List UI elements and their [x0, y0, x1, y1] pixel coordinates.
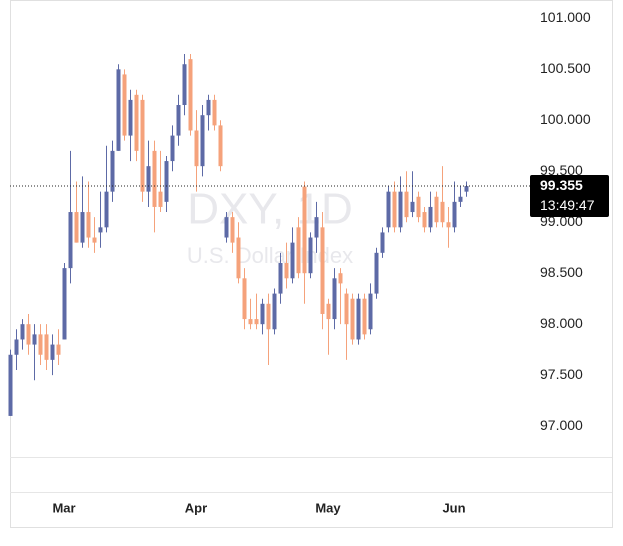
candle-body [464, 186, 469, 192]
candle-body [296, 227, 301, 274]
y-tick-label: 100.500 [540, 60, 591, 76]
x-tick-label: Mar [52, 500, 75, 515]
price-label-box [530, 175, 609, 218]
candle-body [254, 319, 259, 325]
candle-body [146, 166, 151, 192]
candle-body [380, 232, 385, 253]
candle-body [350, 298, 355, 340]
current-price-label: 99.355 [540, 177, 583, 193]
y-tick-label: 99.500 [540, 162, 583, 178]
candle-body [26, 324, 31, 345]
countdown-label: 13:49:47 [540, 197, 595, 213]
candle-body [116, 69, 121, 151]
x-tick-label: May [315, 500, 341, 515]
candle-body [374, 252, 379, 294]
y-tick-label: 97.000 [540, 417, 583, 433]
x-tick-label: Apr [185, 500, 207, 515]
candle-body [290, 242, 295, 279]
y-tick-label: 100.000 [540, 111, 591, 127]
candle-body [74, 212, 79, 243]
candle-body [398, 191, 403, 228]
candle-body [344, 293, 349, 325]
candle-body [314, 217, 319, 238]
candle-body [440, 201, 445, 223]
y-tick-label: 98.000 [540, 315, 583, 331]
candle-body [410, 201, 415, 213]
candle-body [422, 212, 427, 228]
candle-body [194, 130, 199, 167]
candle-body [56, 344, 61, 355]
watermark-subtitle: U.S. Dollar Index [187, 243, 353, 268]
candle-body [236, 237, 241, 279]
candle-body [206, 99, 211, 116]
candle-body [302, 186, 307, 274]
candle-body [128, 99, 133, 136]
candle-body [62, 268, 67, 340]
y-tick-label: 97.500 [540, 366, 583, 382]
candle-body [368, 293, 373, 330]
y-tick-label: 98.500 [540, 264, 583, 280]
candle-body [446, 222, 451, 228]
candle-body [224, 217, 229, 238]
candle-body [86, 212, 91, 238]
candle-body [8, 354, 13, 416]
candle-body [200, 115, 205, 167]
candle-body [152, 150, 157, 207]
candle-body [38, 334, 43, 355]
candle-body [278, 263, 283, 294]
candle-body [404, 191, 409, 218]
candle-body [14, 339, 19, 355]
candle-body [230, 217, 235, 243]
candle-body [356, 298, 361, 340]
candle-body [212, 99, 217, 126]
candle-body [182, 64, 187, 106]
candle-body [242, 278, 247, 320]
candle-body [272, 293, 277, 330]
candle-body [122, 74, 127, 136]
candle-body [416, 196, 421, 218]
candle-body [188, 59, 193, 131]
candle-body [98, 227, 103, 233]
candle-body [452, 201, 457, 228]
candle-body [434, 196, 439, 223]
candle-body [386, 191, 391, 228]
y-tick-label: 101.000 [540, 9, 591, 25]
watermark-title: DXY, 1D [187, 185, 353, 234]
x-tick-label: Jun [442, 500, 465, 515]
candle-body [362, 298, 367, 335]
candle-body [164, 161, 169, 202]
candle-body [308, 237, 313, 274]
candle-body [20, 324, 25, 340]
candle-body [176, 105, 181, 136]
candle-body [92, 237, 97, 243]
candle-body [218, 125, 223, 167]
candle-body [158, 191, 163, 207]
candle-body [44, 334, 49, 360]
candle-body [326, 303, 331, 320]
candle-body [248, 319, 253, 325]
candle-body [338, 273, 343, 284]
candle-body [140, 99, 145, 192]
candle-body [284, 263, 289, 279]
candle-body [170, 135, 175, 162]
candle-body [320, 227, 325, 314]
candle-body [80, 212, 85, 243]
candle-body [428, 206, 433, 228]
candle-body [392, 191, 397, 228]
candle-body [104, 191, 109, 228]
candle-body [266, 303, 271, 330]
candle-body [32, 334, 37, 345]
candle-body [110, 150, 115, 192]
candle-body [50, 344, 55, 360]
candle-body [68, 212, 73, 269]
candle-body [332, 278, 337, 320]
candle-body [134, 94, 139, 151]
candle-body [260, 303, 265, 325]
candle-body [458, 196, 463, 202]
